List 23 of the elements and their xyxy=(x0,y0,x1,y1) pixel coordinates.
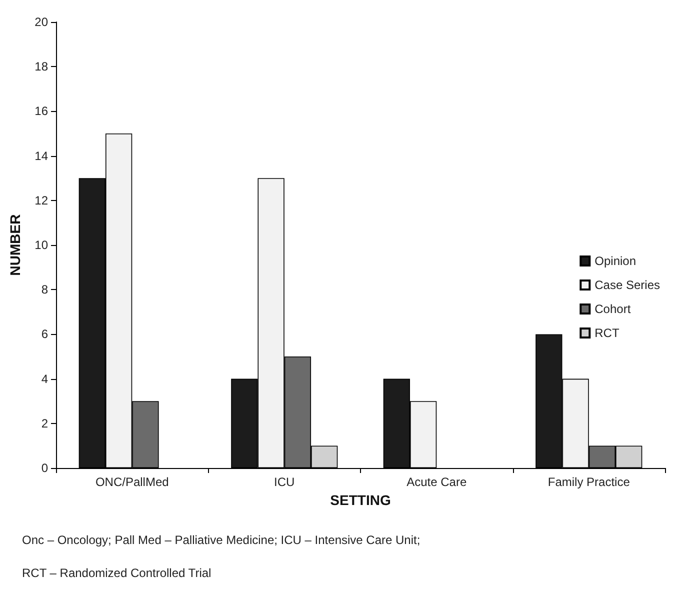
legend-label: RCT xyxy=(594,326,620,340)
y-tick-label: 10 xyxy=(34,238,48,252)
y-tick-label: 6 xyxy=(41,327,48,342)
text: Onc – Oncology; Pall Med – Palliative Medicine; ICU – Intensive Care Unit; xyxy=(22,533,420,547)
y-tick-label: 16 xyxy=(34,104,48,118)
x-tick-label: ONC/PallMed xyxy=(95,475,169,489)
y-tick-label: 14 xyxy=(34,148,48,163)
y-tick-label: 0 xyxy=(41,461,48,475)
x-tick-label: Family Practice xyxy=(548,475,630,489)
y-axis-title: NUMBER xyxy=(7,214,23,276)
y-tick-label: 12 xyxy=(34,193,48,208)
y-tick-label: 4 xyxy=(41,372,48,386)
text: RCT – Randomized Controlled Trial xyxy=(22,566,212,580)
y-tick-label: 20 xyxy=(34,15,48,29)
y-tick-label: 2 xyxy=(41,416,48,430)
x-tick-label: ICU xyxy=(274,475,295,489)
y-tick-label: 8 xyxy=(41,282,48,297)
x-axis-title: SETTING xyxy=(330,492,391,508)
legend-label: Opinion xyxy=(594,254,636,268)
x-tick-label: Acute Care xyxy=(406,475,467,489)
legend-label: Cohort xyxy=(594,302,632,316)
legend-label: Case Series xyxy=(594,278,660,292)
y-tick-label: 18 xyxy=(34,60,48,74)
